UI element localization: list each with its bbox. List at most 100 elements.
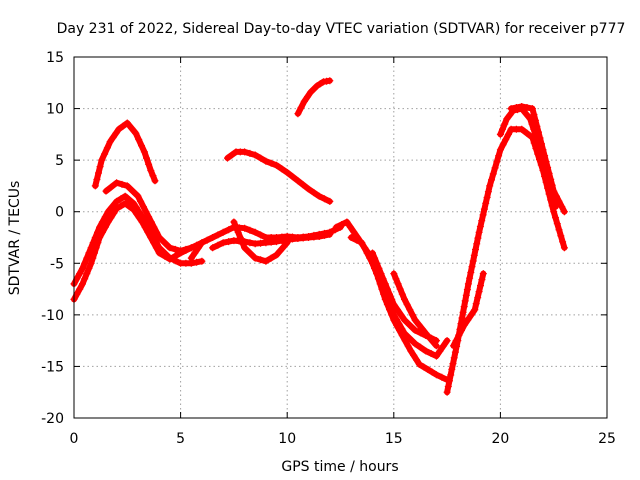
data-point-marker <box>401 295 408 303</box>
data-point-marker <box>559 238 567 246</box>
data-point-marker <box>209 234 217 241</box>
data-point-marker <box>187 244 195 252</box>
data-point-marker <box>476 223 484 230</box>
data-point-marker <box>396 285 404 293</box>
data-point-marker <box>246 149 254 157</box>
data-point-marker <box>117 202 125 210</box>
data-point-marker <box>246 249 254 257</box>
data-point-marker <box>499 125 506 133</box>
data-point-marker <box>443 337 451 345</box>
data-point-marker <box>203 236 211 244</box>
data-point-marker <box>300 97 308 105</box>
data-point-marker <box>425 334 433 341</box>
data-point-marker <box>326 197 334 205</box>
data-point-marker <box>383 285 391 293</box>
data-point-marker <box>467 311 475 319</box>
data-point-marker <box>104 218 112 226</box>
data-point-marker <box>101 150 109 158</box>
data-point-marker <box>96 163 104 171</box>
data-point-marker <box>533 122 541 130</box>
data-point-marker <box>478 217 486 225</box>
data-point-marker <box>491 164 499 172</box>
data-point-marker <box>130 200 138 207</box>
data-point-marker <box>472 300 480 308</box>
data-point-marker <box>257 154 265 162</box>
data-point-marker <box>246 226 254 234</box>
data-point-marker <box>479 211 487 219</box>
data-point-marker <box>470 251 478 259</box>
data-point-marker <box>390 301 398 308</box>
data-point-marker <box>121 192 129 200</box>
series-arc-17 <box>507 103 568 216</box>
data-point-marker <box>246 239 254 247</box>
data-point-marker <box>448 365 456 373</box>
series-arc-2 <box>70 192 206 288</box>
data-point-marker <box>118 180 126 188</box>
data-point-marker <box>555 226 563 234</box>
data-point-marker <box>241 224 249 232</box>
data-point-marker <box>125 203 133 211</box>
data-point-marker <box>522 110 530 118</box>
data-series <box>70 77 568 396</box>
data-point-marker <box>550 208 558 216</box>
data-point-marker <box>390 311 398 319</box>
data-point-marker <box>83 254 91 262</box>
data-point-marker <box>251 254 259 262</box>
data-point-marker <box>415 321 423 328</box>
data-point-marker <box>267 159 275 167</box>
data-point-marker <box>107 183 115 191</box>
data-point-marker <box>214 241 222 249</box>
data-point-marker <box>460 321 468 329</box>
data-point-marker <box>106 138 114 146</box>
data-point-marker <box>455 332 463 339</box>
data-point-marker <box>418 325 426 333</box>
data-point-marker <box>198 257 206 265</box>
data-point-marker <box>499 141 507 149</box>
data-point-marker <box>241 244 249 252</box>
y-tick-label: -15 <box>41 359 64 375</box>
data-point-marker <box>133 210 140 218</box>
data-point-marker <box>234 228 242 236</box>
data-point-marker <box>557 232 565 240</box>
data-point-marker <box>232 223 240 231</box>
data-point-marker <box>458 314 466 322</box>
data-point-marker <box>198 239 206 247</box>
data-point-marker <box>542 158 550 166</box>
data-point-marker <box>463 286 471 294</box>
y-tick-label: -10 <box>41 308 64 324</box>
data-point-marker <box>187 254 195 262</box>
x-axis-label: GPS time / hours <box>281 459 398 475</box>
data-point-marker <box>552 203 560 211</box>
data-point-marker <box>415 360 423 368</box>
data-point-marker <box>273 238 280 246</box>
data-point-marker <box>398 325 406 333</box>
data-point-marker <box>153 228 161 236</box>
data-point-marker <box>550 187 558 195</box>
data-point-marker <box>117 195 125 203</box>
data-point-marker <box>507 105 515 113</box>
data-point-marker <box>110 209 118 217</box>
data-point-marker <box>475 288 483 296</box>
data-point-marker <box>273 251 280 259</box>
data-point-marker <box>166 244 174 252</box>
data-point-marker <box>417 343 424 351</box>
data-point-marker <box>145 160 153 168</box>
data-point-marker <box>177 247 185 255</box>
data-point-marker <box>420 363 428 371</box>
data-point-marker <box>257 256 265 264</box>
data-point-marker <box>161 239 169 247</box>
data-point-marker <box>458 326 465 334</box>
data-point-marker <box>147 218 155 226</box>
data-point-marker <box>283 239 291 247</box>
data-point-marker <box>353 236 360 244</box>
y-tick-label: -5 <box>50 256 64 272</box>
data-point-marker <box>474 234 482 242</box>
data-point-marker <box>407 347 415 355</box>
data-point-marker <box>555 197 563 205</box>
data-point-marker <box>401 337 409 345</box>
data-point-marker <box>147 167 155 174</box>
data-point-marker <box>547 175 555 183</box>
data-point-marker <box>101 213 109 221</box>
data-point-marker <box>91 182 99 190</box>
